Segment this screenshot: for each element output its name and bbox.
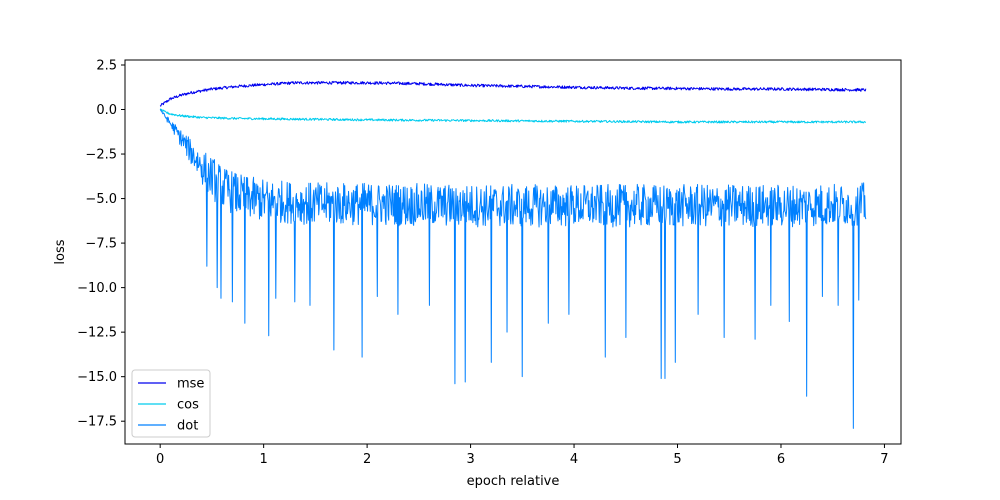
x-tick-label: 7 <box>880 452 888 467</box>
y-tick-label: −17.5 <box>77 415 117 430</box>
y-tick-label: −12.5 <box>77 326 117 341</box>
legend-label-mse: mse <box>177 377 204 392</box>
plot-frame <box>124 59 902 445</box>
y-tick-label: 2.5 <box>96 58 117 73</box>
x-tick-label: 1 <box>260 452 268 467</box>
legend: mse cos dot <box>131 369 211 438</box>
y-tick-label: −2.5 <box>85 148 117 163</box>
series-line-dot <box>159 109 867 429</box>
x-tick-label: 3 <box>466 452 474 467</box>
y-tick-label: −15.0 <box>77 370 117 385</box>
x-tick-label: 4 <box>570 452 578 467</box>
series-layer <box>159 80 867 429</box>
x-axis-label: epoch relative <box>467 474 560 489</box>
legend-box <box>131 369 211 438</box>
x-tick-label: 2 <box>363 452 371 467</box>
y-axis-label: loss <box>53 239 68 264</box>
legend-label-dot: dot <box>177 419 198 434</box>
series-line-cos <box>159 108 867 124</box>
y-tick-label: −7.5 <box>85 237 117 252</box>
y-tick-label: −10.0 <box>77 281 117 296</box>
x-axis-ticks: 0 1 2 3 4 5 6 7 <box>156 444 889 467</box>
x-tick-label: 0 <box>156 452 164 467</box>
x-tick-label: 6 <box>777 452 785 467</box>
series-line-mse <box>159 80 867 107</box>
y-axis-ticks: 2.5 0.0 −2.5 −5.0 −7.5 −10.0 −12.5 −15.0 −17.5 <box>77 58 125 430</box>
y-tick-label: −5.0 <box>85 192 117 207</box>
y-tick-label: 0.0 <box>96 103 117 118</box>
legend-label-cos: cos <box>177 398 199 413</box>
x-tick-label: 5 <box>673 452 681 467</box>
